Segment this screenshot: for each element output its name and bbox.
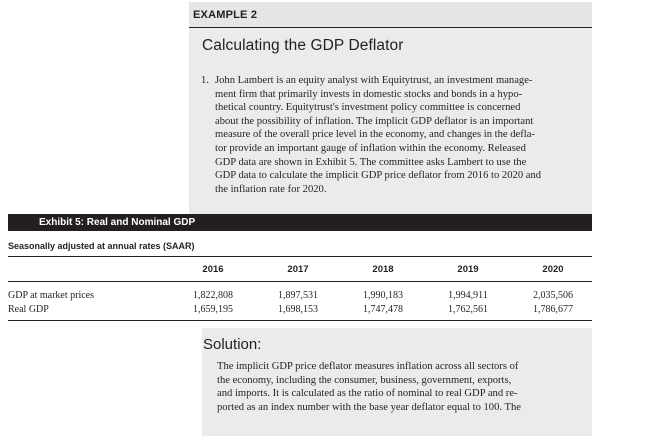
table-cell: 1,994,911 — [448, 290, 488, 301]
text-line: and imports. It is calculated as the rat… — [217, 388, 518, 400]
row-label: Real GDP — [8, 304, 49, 315]
example-label: EXAMPLE 2 — [189, 2, 592, 28]
text-line: about the possibility of inflation. The … — [215, 115, 534, 127]
column-header-2019: 2019 — [457, 264, 479, 275]
table-cell: 1,698,153 — [278, 304, 318, 315]
text-line: measure of the overall price level in th… — [215, 129, 535, 141]
text-line: ment firm that primarily invests in dome… — [215, 88, 523, 100]
row-label: GDP at market prices — [8, 290, 94, 301]
table-cell: 1,659,195 — [193, 304, 233, 315]
example-label-rule — [189, 27, 592, 28]
example-title: Calculating the GDP Deflator — [202, 37, 404, 54]
solution-text: The implicit GDP price deflator measures… — [217, 360, 589, 414]
column-header-2017: 2017 — [287, 264, 309, 275]
table-cell: 1,822,808 — [193, 290, 233, 301]
column-header-2020: 2020 — [542, 264, 564, 275]
table-cell: 1,786,677 — [533, 304, 573, 315]
exhibit-title: Exhibit 5: Real and Nominal GDP — [39, 217, 196, 228]
text-line: GDP data are shown in Exhibit 5. The com… — [215, 156, 527, 168]
table-bottom-rule — [8, 320, 592, 321]
exhibit-subtitle: Seasonally adjusted at annual rates (SAA… — [8, 241, 195, 251]
table-header-rule — [8, 281, 592, 282]
text-line: thetical country. Equitytrust's investme… — [215, 102, 521, 114]
table-cell: 1,897,531 — [278, 290, 318, 301]
text-line: The implicit GDP price deflator measures… — [217, 361, 519, 372]
example-text: 1. John Lambert is an equity analyst wit… — [201, 74, 589, 196]
table-top-rule — [8, 256, 592, 257]
exhibit-title-bar: Exhibit 5: Real and Nominal GDP — [8, 214, 592, 231]
item-number: 1. — [201, 75, 209, 86]
solution-title: Solution: — [203, 336, 262, 353]
solution-box — [202, 328, 592, 436]
table-cell: 1,762,561 — [448, 304, 488, 315]
text-line: tor provide an important gauge of inflat… — [215, 142, 526, 154]
table-cell: 1,990,183 — [363, 290, 403, 301]
text-line: the economy, including the consumer, bus… — [217, 374, 512, 386]
table-cell: 2,035,506 — [533, 290, 573, 301]
example-box — [189, 28, 592, 214]
column-header-2018: 2018 — [372, 264, 394, 275]
text-line: the inflation rate for 2020. — [215, 183, 327, 195]
text-line: ported as an index number with the base … — [217, 401, 521, 413]
column-header-2016: 2016 — [202, 264, 224, 275]
table-cell: 1,747,478 — [363, 304, 403, 315]
example-label-text: EXAMPLE 2 — [193, 9, 258, 21]
text-line: GDP data to calculate the implicit GDP p… — [215, 170, 542, 182]
text-line: John Lambert is an equity analyst with E… — [215, 75, 533, 86]
